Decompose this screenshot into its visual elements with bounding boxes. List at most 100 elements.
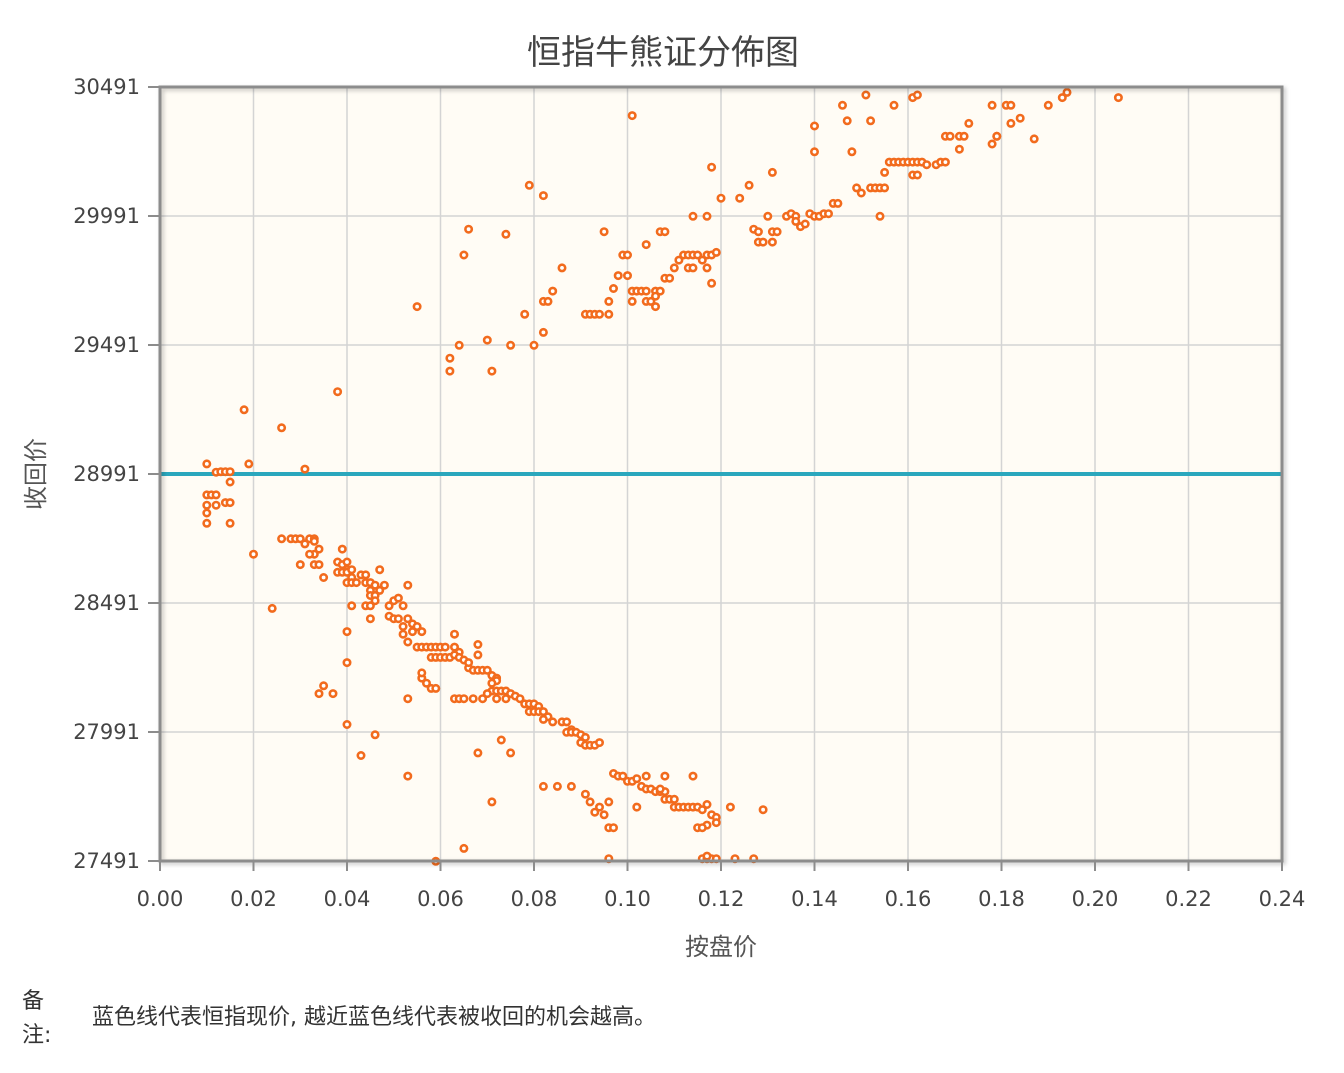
data-point xyxy=(856,188,866,198)
data-point xyxy=(791,216,801,226)
data-point xyxy=(496,735,506,745)
data-point xyxy=(688,771,698,781)
data-point xyxy=(501,694,511,704)
data-point xyxy=(627,111,637,121)
data-point xyxy=(398,621,408,631)
data-point xyxy=(632,802,642,812)
data-point xyxy=(641,286,651,296)
data-point xyxy=(538,327,548,337)
data-point xyxy=(356,750,366,760)
x-tick-label: 0.08 xyxy=(511,887,558,911)
data-point xyxy=(669,263,679,273)
data-point xyxy=(473,748,483,758)
data-point xyxy=(520,309,530,319)
data-point xyxy=(464,224,474,234)
data-point xyxy=(697,805,707,815)
data-point xyxy=(403,694,413,704)
data-point xyxy=(478,694,488,704)
data-point xyxy=(459,250,469,260)
data-point xyxy=(449,642,459,652)
data-point xyxy=(225,518,235,528)
data-point xyxy=(342,658,352,668)
footnote: 备注: 蓝色线代表恒指现价, 越近蓝色线代表被收回的机会越高。 xyxy=(22,985,1322,1055)
data-point xyxy=(319,572,329,582)
data-point xyxy=(403,614,413,624)
data-point xyxy=(379,580,389,590)
data-point xyxy=(342,627,352,637)
data-point xyxy=(393,593,403,603)
data-point xyxy=(384,601,394,611)
data-point xyxy=(464,658,474,668)
data-point xyxy=(412,621,422,631)
data-point xyxy=(459,694,469,704)
data-point xyxy=(538,707,548,717)
data-point xyxy=(482,665,492,675)
data-point xyxy=(506,340,516,350)
footnote-label: 备注: xyxy=(22,989,52,1048)
x-axis-ticks: 0.00 0.02 0.04 0.06 0.08 0.10 0.12 0.14 0.16 0.18… xyxy=(137,861,1305,911)
data-point xyxy=(660,227,670,237)
data-point xyxy=(987,139,997,149)
data-point xyxy=(823,209,833,219)
data-point xyxy=(421,678,431,688)
data-point xyxy=(412,302,422,312)
footnote-text: 蓝色线代表恒指现价, 越近蓝色线代表被收回的机会越高。 xyxy=(92,1005,656,1030)
data-point xyxy=(599,227,609,237)
data-point xyxy=(660,771,670,781)
data-point xyxy=(239,405,249,415)
data-point xyxy=(809,121,819,131)
data-point xyxy=(646,296,656,306)
data-point xyxy=(608,823,618,833)
data-point xyxy=(407,627,417,637)
data-point xyxy=(1006,118,1016,128)
data-point xyxy=(697,255,707,265)
data-point xyxy=(244,459,254,469)
data-point xyxy=(454,340,464,350)
x-tick-label: 0.16 xyxy=(885,887,932,911)
data-point xyxy=(674,255,684,265)
data-point xyxy=(375,565,385,575)
data-point xyxy=(562,717,572,727)
data-point xyxy=(767,237,777,247)
data-point xyxy=(693,250,703,260)
data-point xyxy=(333,387,343,397)
data-point xyxy=(225,498,235,508)
data-point xyxy=(964,118,974,128)
data-point xyxy=(1062,87,1072,97)
data-point xyxy=(702,211,712,221)
data-point xyxy=(351,578,361,588)
data-point xyxy=(506,748,516,758)
data-point xyxy=(702,851,712,861)
data-point xyxy=(202,459,212,469)
data-point xyxy=(295,534,305,544)
x-tick-label: 0.06 xyxy=(417,887,464,911)
data-point xyxy=(772,227,782,237)
data-point xyxy=(361,570,371,580)
data-point xyxy=(1113,93,1123,103)
data-point xyxy=(880,167,890,177)
y-tick-label: 27991 xyxy=(73,720,140,744)
x-tick-label: 0.10 xyxy=(604,887,651,911)
data-point xyxy=(328,689,338,699)
data-point xyxy=(225,467,235,477)
data-point xyxy=(398,601,408,611)
data-point xyxy=(529,340,539,350)
data-point xyxy=(314,689,324,699)
data-point xyxy=(202,508,212,518)
data-point xyxy=(347,565,357,575)
x-tick-label: 0.02 xyxy=(230,887,277,911)
data-point xyxy=(482,335,492,345)
data-point xyxy=(515,694,525,704)
data-point xyxy=(665,273,675,283)
data-point xyxy=(473,639,483,649)
data-point xyxy=(604,309,614,319)
data-point xyxy=(305,549,315,559)
data-point xyxy=(959,131,969,141)
data-point xyxy=(716,193,726,203)
data-point xyxy=(417,627,427,637)
data-point xyxy=(557,263,567,273)
data-point xyxy=(711,247,721,257)
y-axis-title: 收回价 xyxy=(22,438,50,510)
y-tick-label: 28991 xyxy=(73,462,140,486)
data-point xyxy=(992,131,1002,141)
